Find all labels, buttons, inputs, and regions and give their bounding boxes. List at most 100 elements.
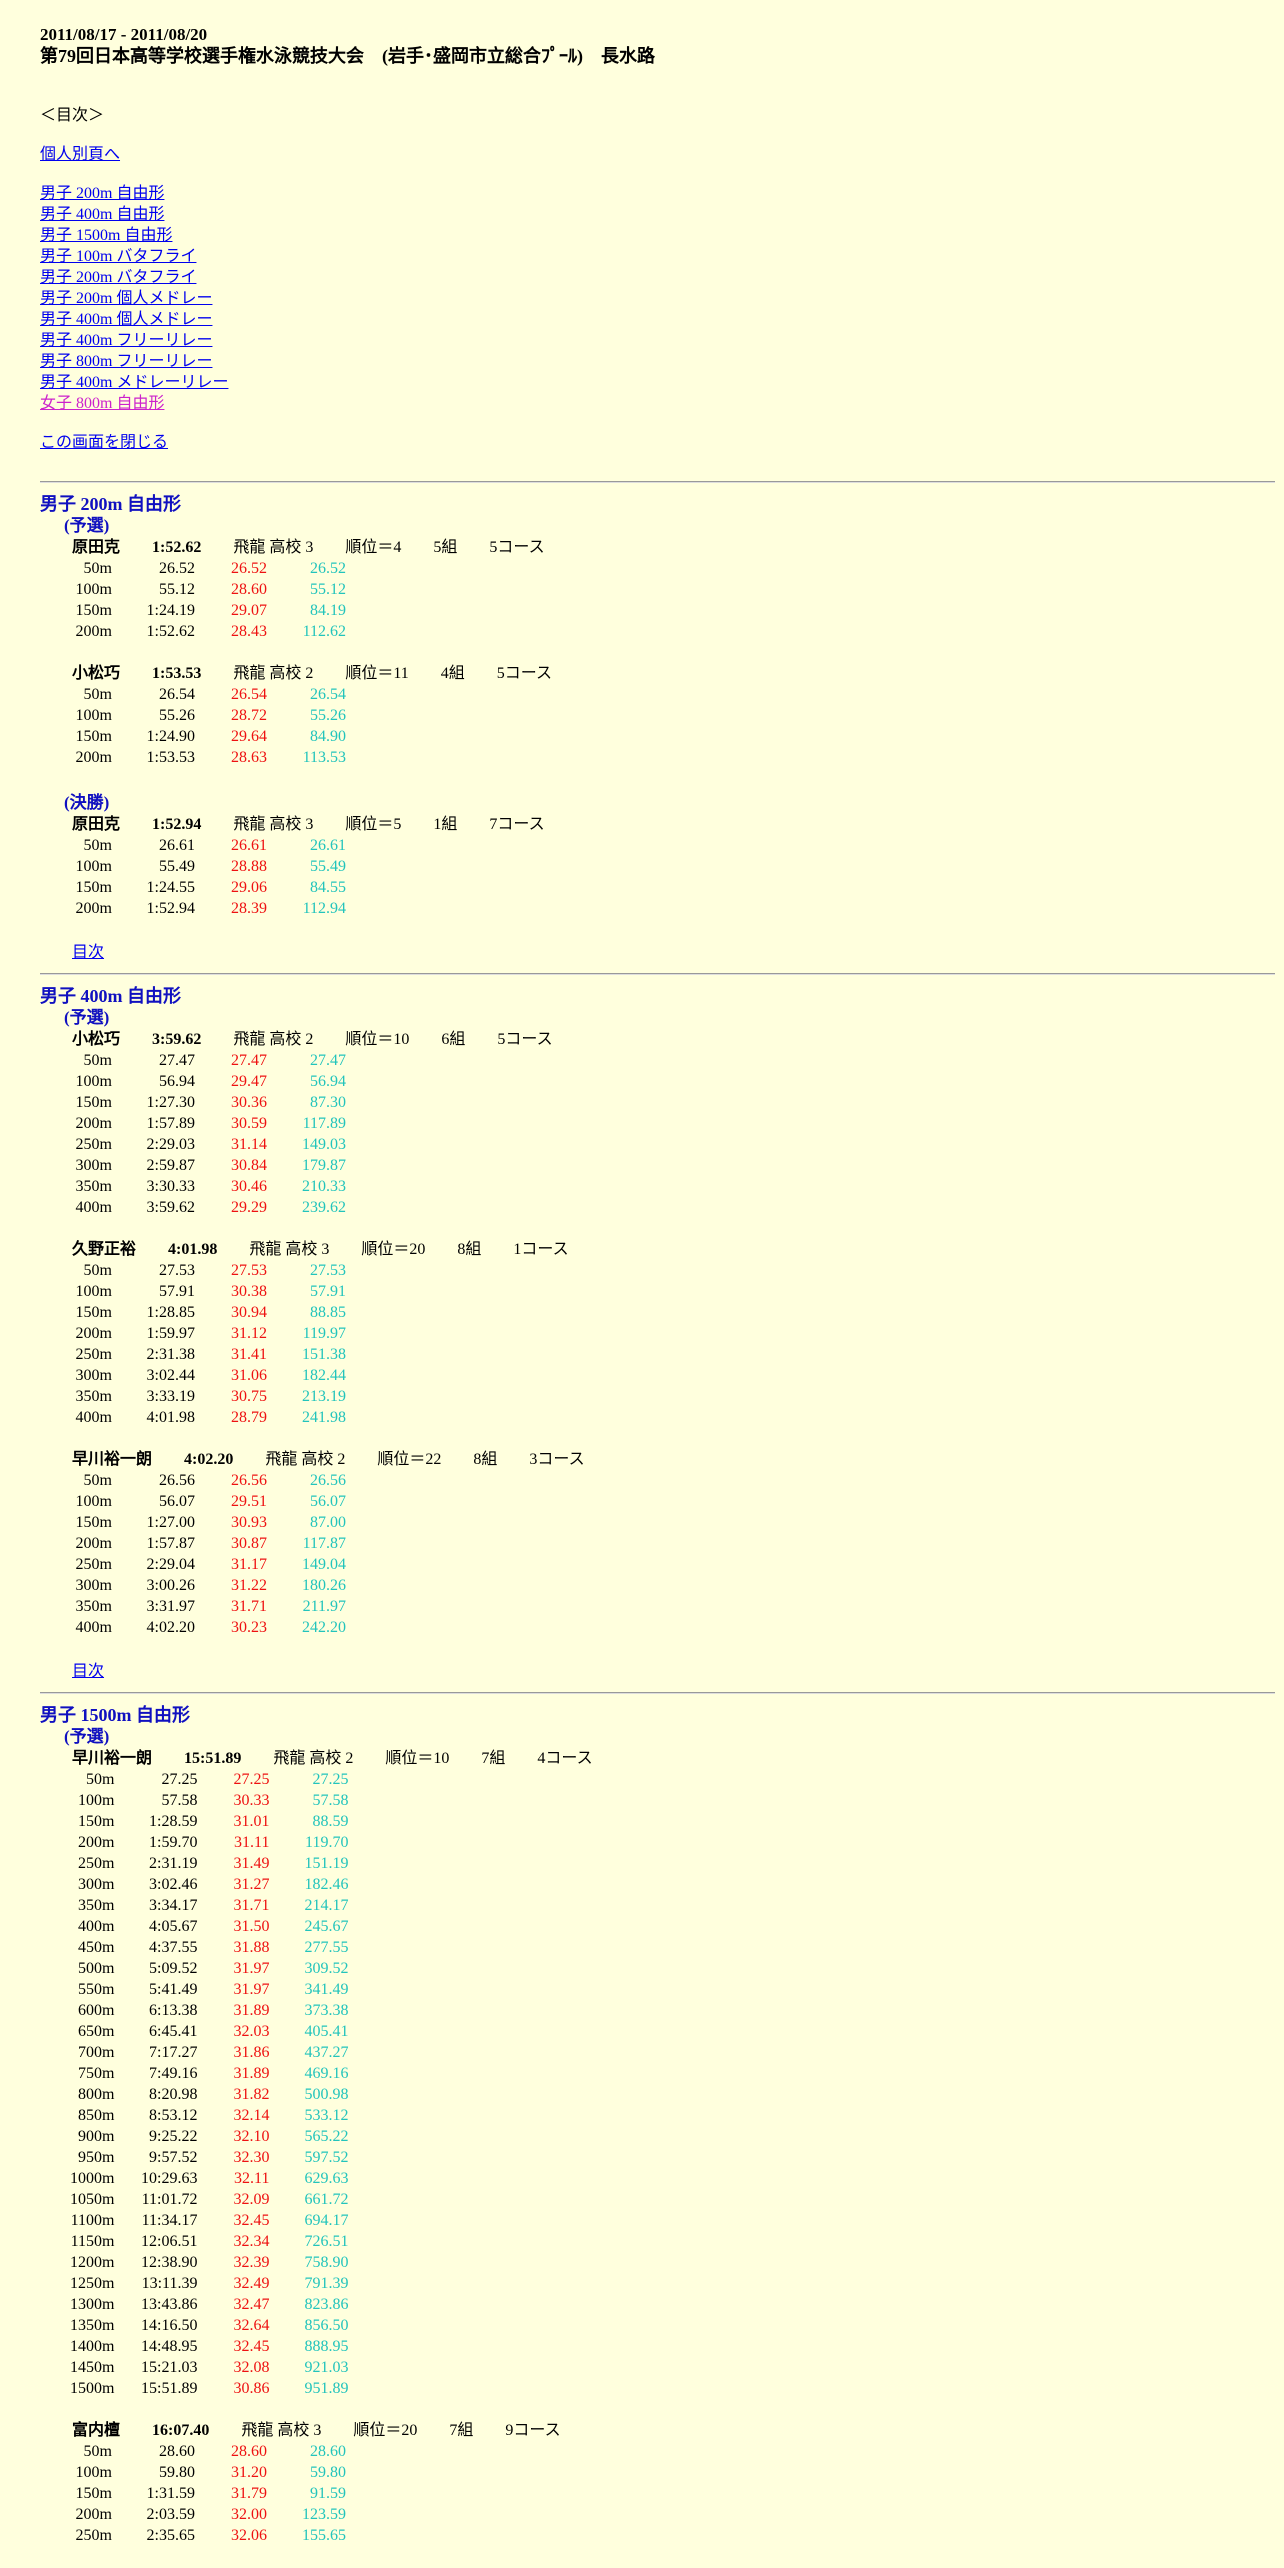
- split-row: 850m 8:53.12 32.14 533.12: [70, 2105, 348, 2126]
- split-time: 27.53: [159, 1262, 195, 1279]
- back-to-toc-link[interactable]: 目次: [72, 944, 105, 961]
- swimmer-header: 原田克 1:52.62 飛龍 高校 3 順位＝4 5組 5コース: [72, 537, 1284, 558]
- lap-time: 29.29: [231, 1199, 267, 1216]
- distance: 850m: [78, 2107, 115, 2124]
- split-time: 26.56: [159, 1472, 195, 1489]
- distance: 1050m: [70, 2191, 115, 2208]
- school: 飛龍 高校 3: [241, 2422, 322, 2439]
- round-label: (予選): [64, 516, 110, 535]
- swimmer-result: 原田克 1:52.62 飛龍 高校 3 順位＝4 5組 5コース 50m 26.52 26.52…: [72, 537, 1284, 642]
- cumulative-seconds: 149.04: [302, 1556, 346, 1573]
- divider: [40, 481, 1275, 483]
- back-to-toc-link[interactable]: 目次: [72, 1663, 105, 1680]
- split-row: 50m 26.54 26.54 26.54: [70, 684, 346, 705]
- split-time: 3:30.33: [146, 1178, 195, 1195]
- toc-link-event[interactable]: 男子 200m 自由形: [40, 185, 165, 202]
- toc-link-event[interactable]: 女子 800m 自由形: [40, 395, 165, 412]
- distance: 600m: [78, 2002, 115, 2019]
- back-link-wrap: 目次: [72, 942, 1284, 963]
- school: 飛龍 高校 3: [233, 816, 314, 833]
- final-time: 1:52.62: [152, 539, 202, 556]
- split-time: 2:29.04: [146, 1556, 195, 1573]
- swimmer-header: 小松巧 1:53.53 飛龍 高校 2 順位＝11 4組 5コース: [72, 663, 1284, 684]
- cumulative-seconds: 211.97: [302, 1598, 346, 1615]
- split-time: 2:35.65: [146, 2527, 195, 2544]
- lane: 1コース: [513, 1241, 569, 1258]
- split-time: 3:31.97: [146, 1598, 195, 1615]
- split-row: 50m 27.47 27.47 27.47: [70, 1050, 346, 1071]
- cumulative-seconds: 758.90: [304, 2254, 349, 2271]
- final-time: 1:53.53: [152, 665, 202, 682]
- split-time: 6:45.41: [149, 2023, 198, 2040]
- cumulative-seconds: 565.22: [304, 2128, 349, 2145]
- toc-link-event[interactable]: 男子 400m 自由形: [40, 206, 165, 223]
- individual-page-link[interactable]: 個人別頁へ: [40, 146, 121, 163]
- split-row: 100m 57.91 30.38 57.91: [70, 1281, 346, 1302]
- split-time: 1:59.70: [149, 1834, 198, 1851]
- split-time: 26.61: [159, 837, 195, 854]
- split-row: 150m 1:24.90 29.64 84.90: [70, 726, 346, 747]
- lap-time: 31.14: [231, 1136, 267, 1153]
- distance: 350m: [78, 1897, 115, 1914]
- swimmer-header: 原田克 1:52.94 飛龍 高校 3 順位＝5 1組 7コース: [72, 814, 1284, 835]
- cumulative-seconds: 856.50: [304, 2317, 349, 2334]
- toc-link-event[interactable]: 男子 100m バタフライ: [40, 248, 197, 265]
- event-results: 男子 200m 自由形 (予選) 原田克 1:52.62 飛龍 高校 3 順位＝4 5組 5コ…: [40, 493, 1284, 2546]
- split-row: 1200m 12:38.90 32.39 758.90: [70, 2252, 348, 2273]
- lap-time: 28.79: [231, 1409, 267, 1426]
- split-row: 1350m 14:16.50 32.64 856.50: [70, 2315, 348, 2336]
- split-time: 28.60: [159, 2443, 195, 2460]
- cumulative-seconds: 57.58: [312, 1792, 349, 1809]
- toc-link-event[interactable]: 男子 1500m 自由形: [40, 227, 173, 244]
- split-time: 2:59.87: [146, 1157, 195, 1174]
- final-time: 15:51.89: [184, 1750, 242, 1767]
- split-row: 200m 1:52.62 28.43 112.62: [70, 621, 346, 642]
- toc-link-event[interactable]: 男子 400m 個人メドレー: [40, 311, 213, 328]
- distance: 50m: [83, 1262, 112, 1279]
- split-time: 56.07: [159, 1493, 195, 1510]
- toc-link-event[interactable]: 男子 800m フリーリレー: [40, 353, 213, 370]
- lap-time: 28.72: [231, 707, 267, 724]
- distance: 250m: [75, 2527, 112, 2544]
- cumulative-seconds: 27.47: [310, 1052, 346, 1069]
- cumulative-seconds: 661.72: [304, 2191, 349, 2208]
- split-row: 300m 2:59.87 30.84 179.87: [70, 1155, 346, 1176]
- toc-link-event[interactable]: 男子 200m 個人メドレー: [40, 290, 213, 307]
- cumulative-seconds: 151.19: [304, 1855, 349, 1872]
- lap-time: 31.06: [231, 1367, 267, 1384]
- split-row: 100m 56.07 29.51 56.07: [70, 1491, 346, 1512]
- distance: 100m: [75, 1283, 112, 1300]
- lap-time: 30.94: [231, 1304, 267, 1321]
- split-table: 50m 27.53 27.53 27.53 100m 57.91 30.38 57.91 150…: [70, 1260, 346, 1428]
- split-time: 1:52.94: [146, 900, 195, 917]
- lap-time: 32.47: [233, 2296, 270, 2313]
- split-time: 5:09.52: [149, 1960, 198, 1977]
- split-row: 150m 1:24.55 29.06 84.55: [70, 877, 346, 898]
- event-title: 男子 200m 自由形: [40, 494, 181, 514]
- cumulative-seconds: 84.19: [310, 602, 346, 619]
- lap-time: 29.51: [231, 1493, 267, 1510]
- distance: 650m: [78, 2023, 115, 2040]
- cumulative-seconds: 56.94: [310, 1073, 346, 1090]
- lap-time: 32.09: [233, 2191, 270, 2208]
- split-row: 1100m 11:34.17 32.45 694.17: [70, 2210, 349, 2231]
- split-table: 50m 28.60 28.60 28.60 100m 59.80 31.20 59.80 150…: [70, 2441, 346, 2546]
- split-time: 13:43.86: [141, 2296, 198, 2313]
- toc-link-event[interactable]: 男子 200m バタフライ: [40, 269, 197, 286]
- close-window-link[interactable]: この画面を閉じる: [40, 434, 169, 451]
- cumulative-seconds: 437.27: [304, 2044, 349, 2061]
- split-row: 200m 2:03.59 32.00 123.59: [70, 2504, 346, 2525]
- cumulative-seconds: 91.59: [310, 2485, 346, 2502]
- split-row: 350m 3:30.33 30.46 210.33: [70, 1176, 346, 1197]
- split-time: 56.94: [159, 1073, 195, 1090]
- split-time: 11:34.17: [141, 2212, 198, 2229]
- cumulative-seconds: 55.12: [310, 581, 346, 598]
- split-row: 650m 6:45.41 32.03 405.41: [70, 2021, 348, 2042]
- split-row: 100m 59.80 31.20 59.80: [70, 2462, 346, 2483]
- split-row: 200m 1:52.94 28.39 112.94: [70, 898, 346, 919]
- toc-link-event[interactable]: 男子 400m メドレーリレー: [40, 374, 229, 391]
- distance: 1150m: [70, 2233, 115, 2250]
- split-time: 1:28.59: [149, 1813, 198, 1830]
- toc-link-event[interactable]: 男子 400m フリーリレー: [40, 332, 213, 349]
- distance: 350m: [75, 1598, 112, 1615]
